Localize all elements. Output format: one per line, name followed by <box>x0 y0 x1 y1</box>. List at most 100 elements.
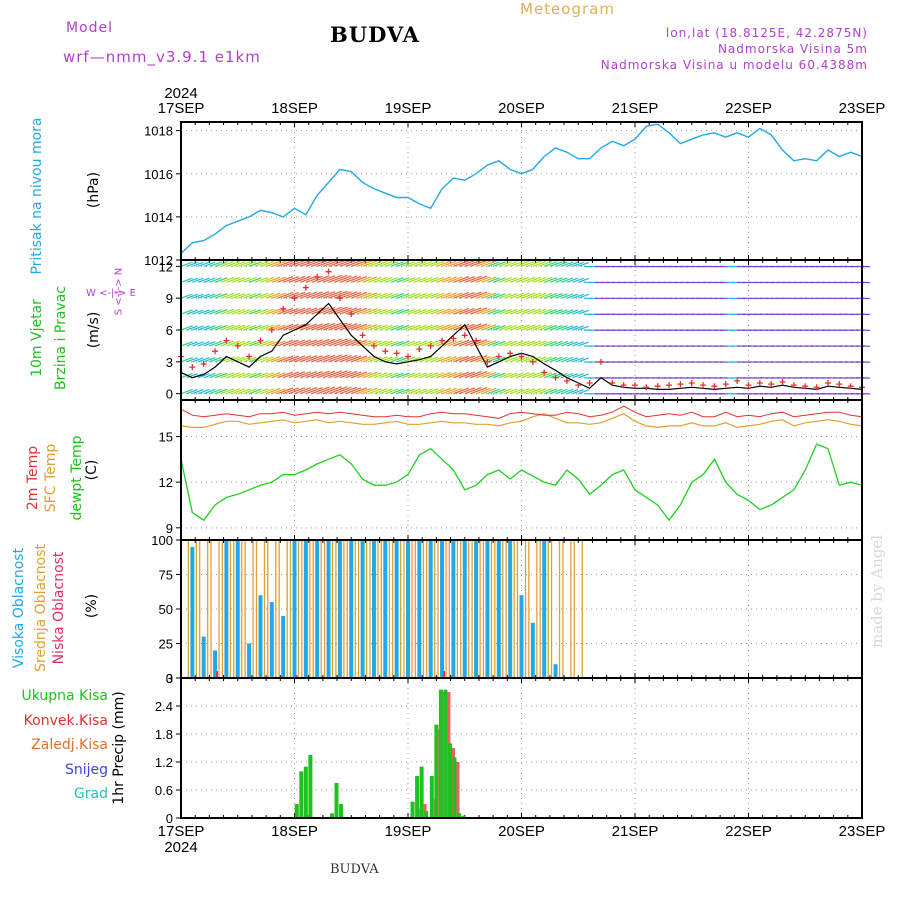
wind-barb <box>549 388 563 395</box>
wind-barb <box>345 371 362 379</box>
y-tick-label: 0 <box>166 387 173 402</box>
cloud-high-bar <box>326 540 331 678</box>
wind-barb <box>475 387 491 395</box>
wind-gust-marker <box>416 346 423 353</box>
y-tick-label: 6 <box>166 323 173 338</box>
wind-barb <box>345 276 362 283</box>
wind-barb <box>390 324 404 331</box>
wind-barb <box>515 276 530 283</box>
wind-barb <box>356 371 372 379</box>
wind-barb <box>339 275 358 283</box>
wind-barb <box>526 340 542 347</box>
wind-barb <box>555 293 568 299</box>
x-tick-label-top: 18SEP <box>271 100 318 117</box>
wind-barb <box>316 370 336 379</box>
wind-barb <box>345 387 362 395</box>
wind-barb <box>197 261 210 267</box>
wind-barb <box>351 387 368 395</box>
wind-gust-marker <box>348 311 355 318</box>
wind-barb <box>532 340 547 347</box>
wind-barb <box>419 292 433 299</box>
wind-barb <box>305 307 323 315</box>
precip-unit: 1hr Precip (mm) <box>111 691 127 805</box>
wind-gust-marker <box>314 273 321 280</box>
wind-barb <box>436 355 452 363</box>
wind-barb <box>538 388 553 395</box>
wind-barb <box>311 370 330 379</box>
wind-barb <box>447 324 463 331</box>
wind-gust-marker <box>200 360 207 367</box>
wind-barb <box>396 308 410 315</box>
wind-gust-marker <box>280 305 287 312</box>
wind-barb <box>538 340 553 347</box>
wind-barb <box>402 261 416 267</box>
wind-barb <box>453 355 470 363</box>
wind-barb <box>487 372 500 379</box>
wind-barb <box>271 324 286 331</box>
wind-barb <box>351 291 368 299</box>
wind-barb <box>373 292 388 299</box>
wind-barb <box>277 260 294 267</box>
wind-barb <box>470 259 488 267</box>
wind-barb <box>368 308 382 315</box>
wind-gust-marker <box>223 337 230 344</box>
wind-barb <box>288 355 306 363</box>
wind-barb <box>311 386 330 395</box>
wind-gust-marker <box>779 378 786 385</box>
wind-barb <box>475 260 491 267</box>
cloud-high-bar <box>269 602 274 678</box>
wind-barb <box>180 261 193 267</box>
wind-barb <box>385 261 399 267</box>
wind-barb <box>373 388 388 395</box>
wind-barb <box>561 325 574 331</box>
wind-barb <box>362 260 378 267</box>
wind-barb <box>379 340 393 347</box>
wind-barb <box>561 372 574 379</box>
precip-total-bar <box>447 743 452 818</box>
wind-barb <box>351 307 368 315</box>
wind-gust-marker <box>824 380 831 387</box>
wind-barb <box>549 293 563 299</box>
wind-barb <box>282 371 299 379</box>
wind-barb <box>441 340 457 347</box>
cloud-low-bar <box>216 671 219 678</box>
wind-barb <box>294 387 311 395</box>
wind-barb <box>504 356 518 363</box>
wind-barb <box>504 277 518 283</box>
wind-barb <box>328 322 348 331</box>
wind-barb <box>566 277 579 283</box>
wind-gust-marker <box>745 382 752 389</box>
wind-gust-marker <box>688 380 695 387</box>
wind-barb <box>271 372 286 379</box>
cloud-high-bar <box>190 546 195 678</box>
wind-barb <box>515 324 530 331</box>
wind-barb <box>543 356 557 363</box>
wind-barb <box>492 372 506 379</box>
wind-barb <box>197 293 210 299</box>
model-label: Model <box>66 20 114 36</box>
wind-barb <box>424 340 439 347</box>
wind-barb <box>419 388 433 395</box>
wind-barb <box>458 339 475 347</box>
wind-barb <box>345 291 362 299</box>
cloud-high-bar <box>247 643 252 678</box>
wind-barb <box>498 277 512 283</box>
wind-barb <box>492 277 506 283</box>
wind-gust-marker <box>813 384 820 391</box>
wind-barb <box>566 373 579 379</box>
wind-barb <box>248 309 262 315</box>
wind-barb <box>237 388 251 395</box>
wind-barb <box>356 276 372 283</box>
wind-barb <box>260 260 274 267</box>
wind-barb <box>487 277 500 283</box>
wind-barb <box>186 309 198 315</box>
wind-gust-marker <box>212 348 219 355</box>
y-tick-label: 0.6 <box>155 783 173 798</box>
wind-barb <box>492 309 506 315</box>
wind-barb <box>396 340 410 347</box>
wind-barb <box>339 323 358 331</box>
wind-barb <box>458 323 475 331</box>
wind-barb <box>441 308 457 315</box>
cloud-high-bar <box>542 540 547 678</box>
cloud-high-bar <box>292 540 297 678</box>
